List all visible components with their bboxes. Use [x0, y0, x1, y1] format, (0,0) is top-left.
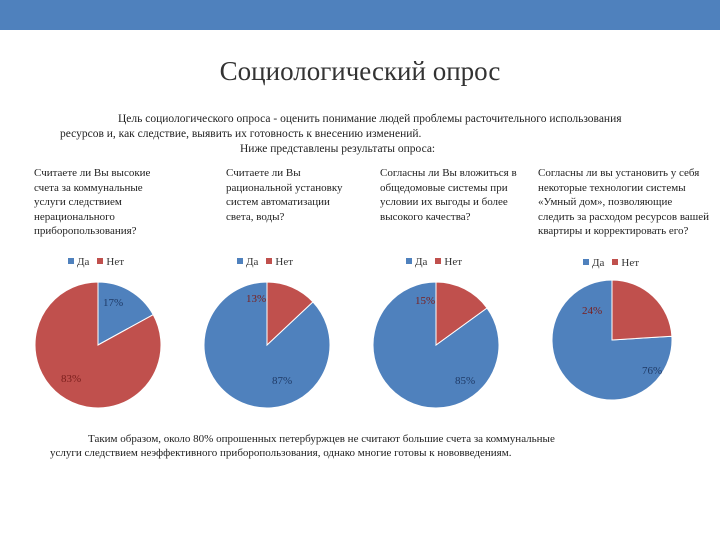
pie-label-no: 15%: [415, 295, 435, 307]
legend-swatch-no: [97, 258, 104, 264]
legend-label-no: Нет: [621, 257, 640, 269]
legend-item-yes: Да: [406, 256, 427, 268]
page-title: Социологический опрос: [219, 56, 501, 86]
legend-label-yes: Да: [246, 256, 259, 268]
conclusion-line-1: Таким образом, около 80% опрошенных пете…: [88, 433, 555, 445]
legend-item-no: Нет: [435, 256, 462, 268]
legend-swatch-yes: [237, 258, 243, 264]
chart-1-pie: 17% 83%: [34, 281, 162, 409]
intro-line-2: ресурсов и, как следствие, выявить их го…: [60, 128, 422, 140]
pie-slice-no: [266, 281, 314, 347]
pie-slice-yes: [97, 281, 154, 346]
legend-item-yes: Да: [583, 257, 604, 269]
pie-label-no: 83%: [61, 373, 81, 385]
legend-swatch-yes: [68, 258, 74, 264]
legend-swatch-no: [612, 259, 619, 265]
chart-2-pie: 87% 13%: [203, 281, 331, 409]
legend-label-yes: Да: [77, 256, 90, 268]
chart-4-question: Согласны ли вы установить у себя некотор…: [538, 167, 710, 238]
legend-label-no: Нет: [444, 256, 463, 268]
chart-3-question: Согласны ли Вы вложиться в общедомовые с…: [380, 167, 517, 223]
pie-label-yes: 85%: [455, 375, 475, 387]
legend-swatch-no: [266, 258, 273, 264]
pie-label-yes: 76%: [642, 365, 662, 377]
chart-2-legend: Да Нет: [237, 256, 301, 268]
pie-label-no: 13%: [246, 293, 266, 305]
intro-line-3: Ниже представлены результаты опроса:: [240, 143, 436, 155]
chart-1-question: Считаете ли Вы высокие счета за коммунал…: [34, 167, 151, 238]
legend-item-no: Нет: [266, 256, 293, 268]
legend-label-no: Нет: [275, 256, 294, 268]
chart-1-legend: Да Нет: [68, 256, 132, 268]
legend-swatch-yes: [406, 258, 412, 264]
legend-swatch-yes: [583, 259, 589, 265]
pie-slice-no: [34, 281, 162, 409]
legend-item-no: Нет: [97, 256, 124, 268]
conclusion-line-2: услуги следствием неэффективного приборо…: [50, 447, 512, 459]
legend-item-no: Нет: [612, 257, 639, 269]
legend-label-no: Нет: [106, 256, 125, 268]
legend-label-yes: Да: [415, 256, 428, 268]
pie-slice-no: [611, 279, 673, 341]
legend-swatch-no: [435, 258, 442, 264]
chart-4-pie: 76% 24%: [551, 279, 673, 401]
legend-item-yes: Да: [68, 256, 89, 268]
top-accent-bar: [0, 0, 720, 30]
chart-3-legend: Да Нет: [406, 256, 470, 268]
legend-item-yes: Да: [237, 256, 258, 268]
chart-2-question: Считаете ли Вы рациональной установку си…: [226, 167, 343, 223]
legend-label-yes: Да: [592, 257, 605, 269]
pie-label-no: 24%: [582, 305, 602, 317]
pie-label-yes: 87%: [272, 375, 292, 387]
pie-slice-no: [435, 281, 488, 346]
intro-line-1: Цель социологического опроса - оценить п…: [118, 113, 622, 125]
chart-3-pie: 85% 15%: [372, 281, 500, 409]
chart-4-legend: Да Нет: [583, 257, 647, 269]
pie-label-yes: 17%: [103, 297, 123, 309]
